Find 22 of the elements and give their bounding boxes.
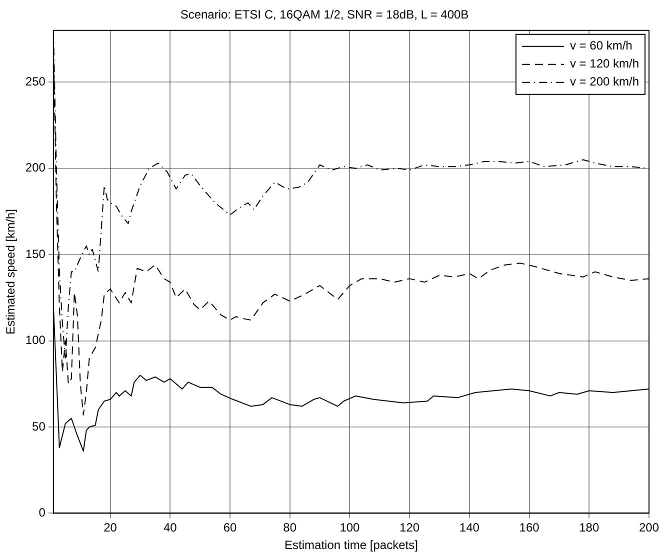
y-tick-label: 100 <box>25 333 46 348</box>
x-tick-label: 20 <box>104 520 118 535</box>
x-tick-label: 80 <box>283 520 297 535</box>
x-tick-label: 40 <box>163 520 178 535</box>
x-tick-label: 180 <box>579 520 600 535</box>
x-tick-label: 120 <box>400 520 420 535</box>
x-tick-label: 160 <box>519 520 540 535</box>
y-tick-label: 0 <box>38 506 46 520</box>
y-axis-title: Estimated speed [km/h] <box>4 209 18 334</box>
x-tick-label: 200 <box>638 520 660 535</box>
y-tick-label: 150 <box>25 246 46 261</box>
x-tick-label: 100 <box>340 520 360 535</box>
legend-label: v = 60 km/h <box>570 38 632 53</box>
x-axis-title: Estimation time [packets] <box>284 538 418 552</box>
chart-title: Scenario: ETSI C, 16QAM 1/2, SNR = 18dB, L = 400B <box>180 8 469 22</box>
y-tick-label: 250 <box>25 74 46 88</box>
x-tick-label: 140 <box>459 520 480 535</box>
x-tick-label: 60 <box>223 520 237 535</box>
legend-label: v = 200 km/h <box>570 74 640 89</box>
y-tick-label: 50 <box>32 419 46 434</box>
y-tick-label: 200 <box>25 160 46 175</box>
legend-label: v = 120 km/h <box>570 56 640 71</box>
